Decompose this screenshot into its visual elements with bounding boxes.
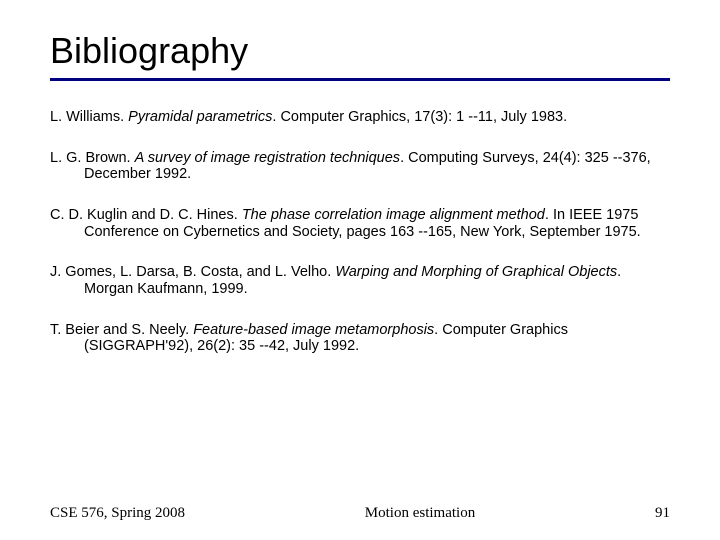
bib-entry: L. G. Brown. A survey of image registrat… xyxy=(50,150,670,183)
bib-entry: C. D. Kuglin and D. C. Hines. The phase … xyxy=(50,207,670,240)
bibliography-list: L. Williams. Pyramidal parametrics. Comp… xyxy=(50,109,670,355)
footer-topic: Motion estimation xyxy=(185,505,655,522)
bib-entry: J. Gomes, L. Darsa, B. Costa, and L. Vel… xyxy=(50,264,670,297)
entry-pre: L. G. Brown. xyxy=(50,150,135,166)
entry-title: The phase correlation image alignment me… xyxy=(242,207,545,223)
bib-entry: T. Beier and S. Neely. Feature-based ima… xyxy=(50,322,670,355)
entry-title: Feature-based image metamorphosis xyxy=(193,322,434,338)
slide-footer: CSE 576, Spring 2008 Motion estimation 9… xyxy=(50,505,670,522)
slide: Bibliography L. Williams. Pyramidal para… xyxy=(0,0,720,540)
entry-pre: C. D. Kuglin and D. C. Hines. xyxy=(50,207,242,223)
entry-title: Pyramidal parametrics xyxy=(128,109,272,125)
title-rule xyxy=(50,78,670,81)
entry-pre: L. Williams. xyxy=(50,109,128,125)
bib-entry: L. Williams. Pyramidal parametrics. Comp… xyxy=(50,109,670,126)
page-title: Bibliography xyxy=(50,30,670,72)
footer-page-number: 91 xyxy=(655,505,670,522)
entry-title: Warping and Morphing of Graphical Object… xyxy=(335,264,617,280)
entry-title: A survey of image registration technique… xyxy=(135,150,400,166)
entry-pre: J. Gomes, L. Darsa, B. Costa, and L. Vel… xyxy=(50,264,335,280)
footer-course: CSE 576, Spring 2008 xyxy=(50,505,185,522)
entry-post: . Computer Graphics, 17(3): 1 --11, July… xyxy=(272,109,567,125)
entry-pre: T. Beier and S. Neely. xyxy=(50,322,193,338)
